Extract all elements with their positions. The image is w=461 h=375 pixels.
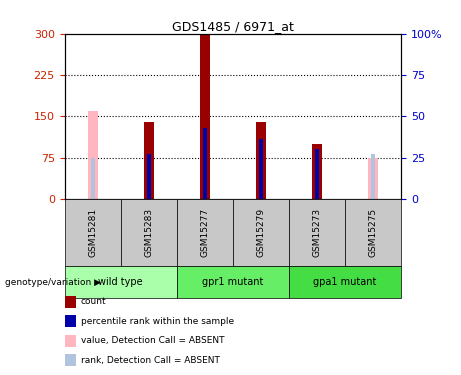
Bar <box>371 154 375 199</box>
Text: rank, Detection Call = ABSENT: rank, Detection Call = ABSENT <box>81 356 219 364</box>
Text: GSM15279: GSM15279 <box>256 208 266 257</box>
Bar <box>368 158 378 199</box>
Bar <box>312 144 322 199</box>
Bar <box>256 122 266 199</box>
Text: GSM15281: GSM15281 <box>88 208 97 257</box>
Text: value, Detection Call = ABSENT: value, Detection Call = ABSENT <box>81 336 224 345</box>
Text: gpa1 mutant: gpa1 mutant <box>313 277 377 287</box>
Text: wild type: wild type <box>98 277 143 287</box>
Bar <box>200 34 210 199</box>
Text: count: count <box>81 297 106 306</box>
Bar <box>144 122 154 199</box>
Text: GSM15273: GSM15273 <box>313 208 321 257</box>
Text: GSM15275: GSM15275 <box>368 208 378 257</box>
Bar <box>91 158 95 199</box>
Text: GSM15277: GSM15277 <box>200 208 209 257</box>
Bar <box>147 154 151 199</box>
Bar <box>259 140 263 199</box>
Text: GSM15283: GSM15283 <box>144 208 153 257</box>
Text: gpr1 mutant: gpr1 mutant <box>202 277 264 287</box>
Bar <box>203 128 207 199</box>
Title: GDS1485 / 6971_at: GDS1485 / 6971_at <box>172 20 294 33</box>
Bar <box>315 149 319 199</box>
Text: percentile rank within the sample: percentile rank within the sample <box>81 316 234 326</box>
Bar <box>88 111 98 199</box>
Text: genotype/variation ▶: genotype/variation ▶ <box>5 278 100 287</box>
